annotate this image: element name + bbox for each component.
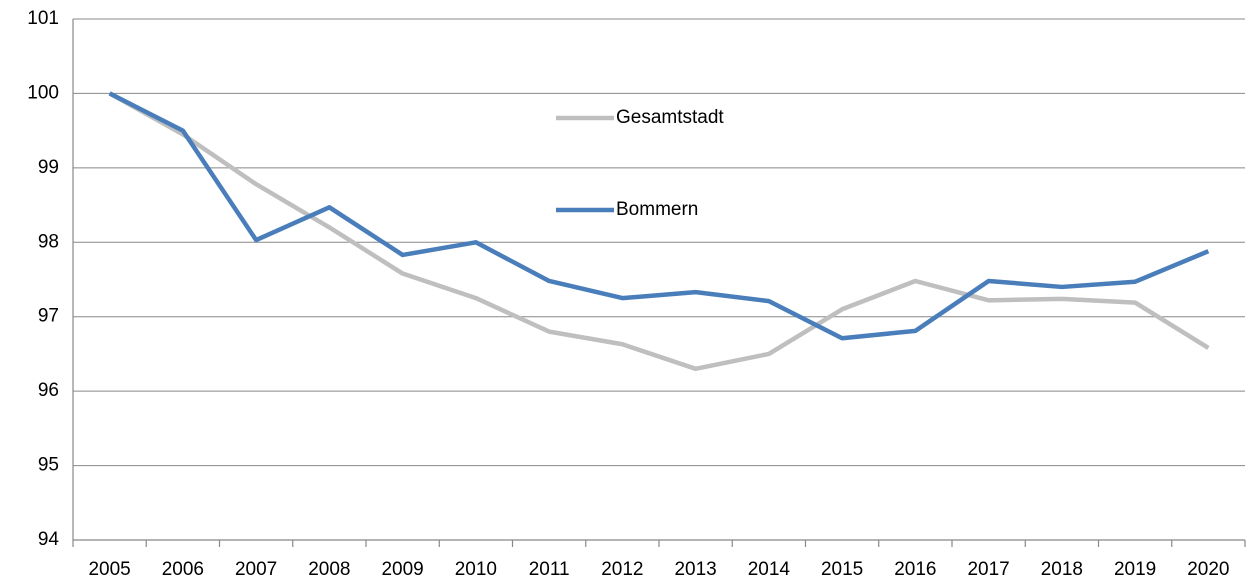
- x-tick-label: 2013: [674, 559, 716, 580]
- y-tick-label: 96: [38, 380, 59, 401]
- x-tick-label: 2011: [529, 559, 570, 580]
- x-tick-label: 2017: [967, 559, 1009, 580]
- x-tick-label: 2005: [88, 559, 130, 580]
- x-tick-label: 2016: [894, 559, 936, 580]
- x-tick-label: 2008: [308, 559, 350, 580]
- y-tick-label: 97: [38, 306, 59, 327]
- x-tick-label: 2014: [748, 559, 791, 580]
- x-tick-label: 2009: [381, 559, 423, 580]
- y-tick-label: 99: [38, 157, 59, 178]
- x-tick-label: 2010: [455, 559, 497, 580]
- x-tick-label: 2018: [1041, 559, 1083, 580]
- x-tick-label: 2012: [601, 559, 643, 580]
- x-tick-label: 2006: [162, 559, 204, 580]
- y-tick-label: 101: [27, 8, 59, 29]
- series-line: [108, 91, 1210, 341]
- y-tick-label: 98: [38, 231, 59, 252]
- legend-label: Gesamtstadt: [616, 107, 724, 128]
- series-line: [108, 91, 1210, 372]
- y-tick-label: 94: [38, 529, 60, 550]
- x-tick-label: 2019: [1114, 559, 1156, 580]
- x-tick-label: 2020: [1187, 559, 1229, 580]
- legend-label: Bommern: [616, 199, 698, 220]
- y-tick-label: 95: [38, 455, 59, 476]
- y-tick-label: 100: [27, 82, 59, 103]
- x-tick-label: 2015: [821, 559, 863, 580]
- x-tick-label: 2007: [235, 559, 277, 580]
